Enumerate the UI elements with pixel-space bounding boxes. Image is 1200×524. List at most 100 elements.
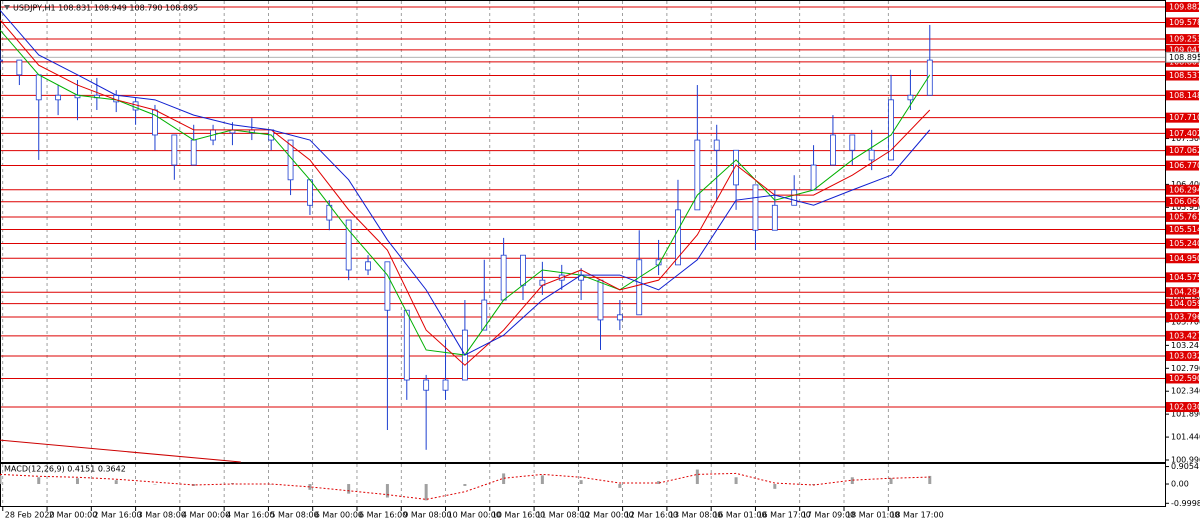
level-label-box (1166, 2, 1199, 12)
level-label-box (1166, 253, 1199, 264)
y-tick-label: 105.950 (1171, 203, 1200, 212)
candle-body (423, 379, 430, 391)
candle-body (830, 134, 836, 166)
level-label-box (1166, 145, 1199, 156)
candle-body (616, 314, 623, 321)
y-tick-label: 100.990 (1171, 456, 1200, 465)
level-label-box (1166, 350, 1199, 361)
candle-body (403, 309, 410, 381)
level-label: 102.030 (1169, 403, 1200, 412)
macd-bar (269, 484, 273, 485)
macd-y-tick-label: -0.9998 (1171, 499, 1200, 508)
x-tick-label: 12 Mar 00:00 (580, 511, 633, 520)
current-price-label: 108.895 (1169, 53, 1200, 62)
candle-body (868, 149, 875, 161)
x-tick-label: 12 Mar 16:00 (625, 511, 678, 520)
macd-bar (850, 477, 854, 485)
level-label: 105.514 (1169, 225, 1200, 234)
macd-bar (153, 484, 157, 485)
level-label: 105.240 (1169, 239, 1200, 248)
x-tick-label: 13 Mar 08:00 (669, 511, 722, 520)
candle-body (636, 259, 643, 316)
level-label: 107.710 (1169, 113, 1200, 122)
level-label: 104.950 (1169, 254, 1200, 263)
level-label-box (1166, 238, 1199, 249)
candle-body (791, 189, 798, 206)
macd-title: MACD(12,26,9) 0.4151 0.3642 (4, 465, 126, 474)
x-tick-label: 2 Mar 16:00 (93, 511, 141, 520)
level-label: 104.575 (1169, 273, 1200, 282)
level-label: 107.402 (1169, 129, 1200, 138)
candle-body (500, 254, 507, 301)
level-label-box (1166, 34, 1199, 45)
macd-bar (657, 481, 661, 485)
level-label: 108.537 (1169, 71, 1200, 80)
x-tick-label: 10 Mar 16:00 (492, 511, 545, 520)
candle-body (752, 184, 759, 231)
level-label: 104.284 (1169, 288, 1200, 297)
candle-body (152, 109, 158, 136)
x-tick-label: 3 Mar 08:00 (138, 511, 186, 520)
x-tick-label: 4 Mar 00:00 (182, 511, 230, 520)
candle-body (926, 59, 933, 96)
chart-title: USDJPY,H1 108.831 108.949 108.790 108.89… (13, 4, 198, 13)
level-label: 109.578 (1169, 18, 1200, 27)
candle-body (345, 219, 352, 271)
level-label-box (1166, 224, 1199, 235)
macd-bar (347, 484, 351, 494)
level-label-box (1166, 272, 1199, 283)
level-label-box (1166, 402, 1199, 413)
candle-body (771, 204, 778, 231)
x-tick-label: 16 Mar 01:00 (713, 511, 766, 520)
macd-pane (0, 463, 1166, 507)
candle-body (442, 379, 449, 391)
x-tick-label: 28 Feb 2020 (5, 511, 55, 520)
level-label-box (1166, 196, 1199, 207)
macd-y-tick-label: 0.00 (1171, 480, 1189, 489)
candle-body (0, 59, 3, 62)
macd-bar (540, 475, 544, 485)
macd-bar (928, 475, 932, 485)
candle-body (481, 299, 488, 331)
level-label-box (1166, 17, 1199, 28)
level-label: 108.148 (1169, 91, 1200, 100)
level-label-box (1166, 128, 1199, 139)
level-label: 103.796 (1169, 313, 1200, 322)
main-pane (0, 0, 1166, 463)
level-label: 106.060 (1169, 197, 1200, 206)
candle-body (55, 94, 62, 101)
macd-bar (75, 478, 79, 485)
level-label: 105.761 (1169, 212, 1200, 221)
x-tick-label: 6 Mar 16:00 (359, 511, 407, 520)
macd-bar (308, 484, 312, 490)
level-label: 109.253 (1169, 35, 1200, 44)
x-tick-label: 4 Mar 16:00 (226, 511, 274, 520)
candle-body (888, 99, 894, 161)
candle-body (190, 139, 197, 166)
trendline (0, 439, 241, 463)
x-tick-label: 17 Mar 09:00 (802, 511, 855, 520)
y-tick-label: 107.300 (1171, 134, 1200, 143)
candle-body (675, 209, 681, 266)
candle-body (171, 134, 178, 166)
macd-bar (424, 484, 428, 501)
macd-bar (579, 480, 583, 485)
macd-bar (618, 484, 622, 488)
x-tick-label: 9 Mar 08:00 (403, 511, 451, 520)
level-label-box (1166, 70, 1199, 81)
level-label: 106.770 (1169, 161, 1200, 170)
level-label-box (1166, 184, 1199, 195)
x-tick-label: 6 Mar 00:00 (315, 511, 363, 520)
level-label-box (1166, 330, 1199, 341)
candle-body (132, 101, 139, 111)
macd-bar (0, 475, 2, 485)
moving-average (0, 9, 931, 356)
x-tick-label: 18 Mar 01:00 (846, 511, 899, 520)
level-label-box (1166, 160, 1199, 171)
candle-body (35, 74, 42, 101)
candle-body (694, 139, 701, 211)
candle-body (16, 59, 23, 76)
symbol-icon (4, 5, 10, 10)
macd-bar (502, 473, 506, 485)
